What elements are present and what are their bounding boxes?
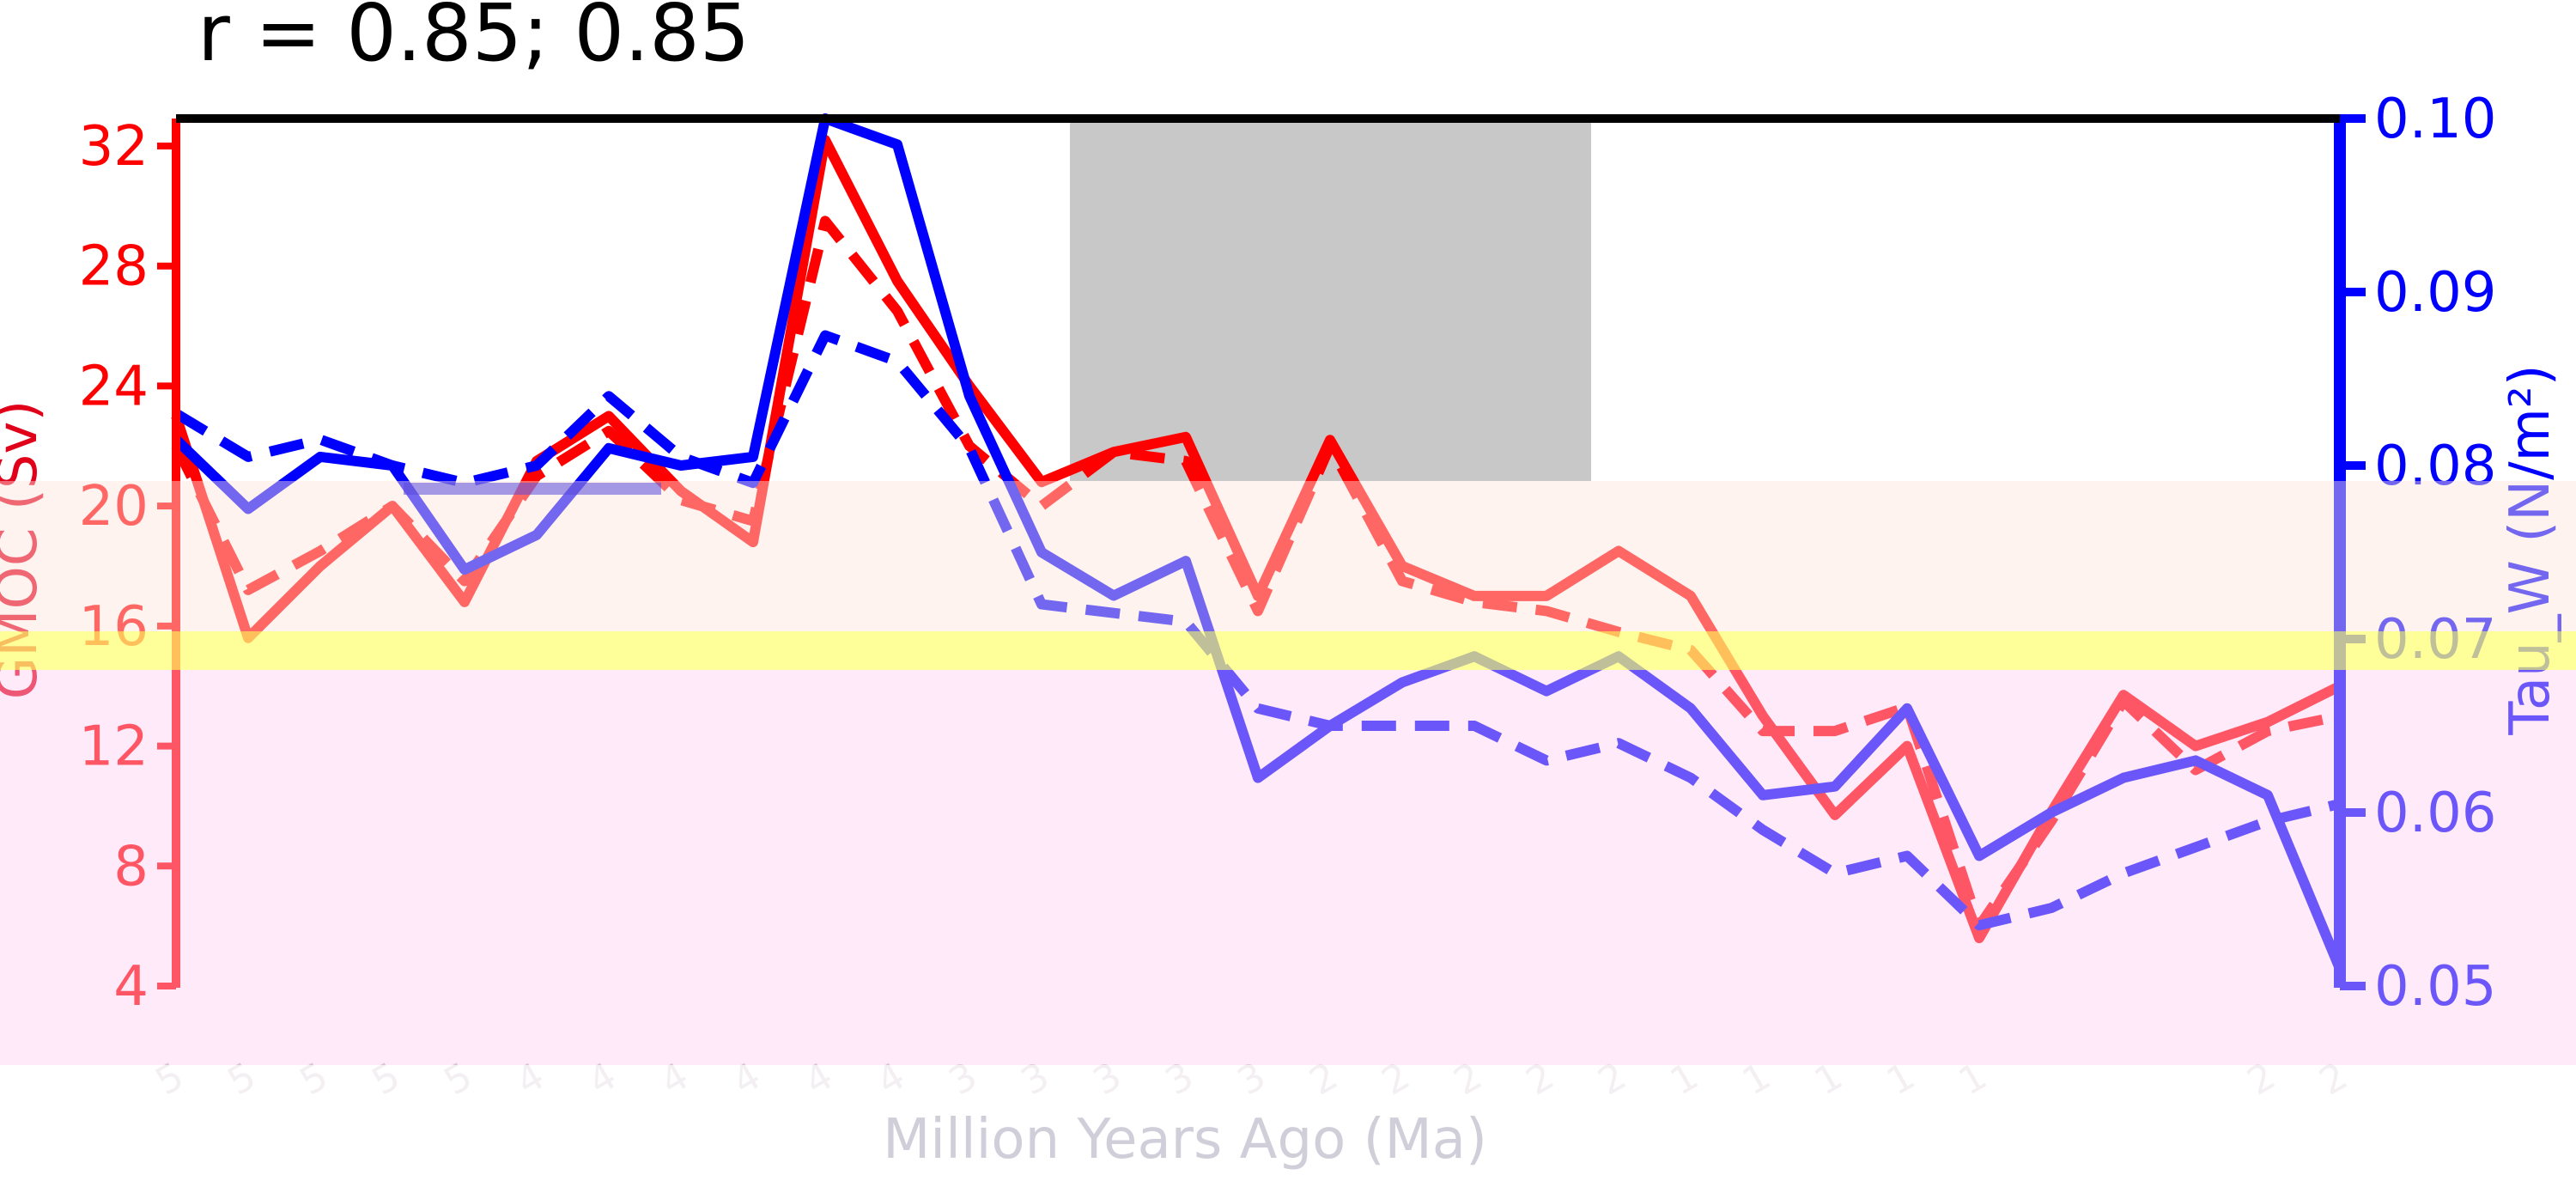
x-axis-tick-label: 2	[2240, 1054, 2283, 1104]
right-axis-tick-label: 0.09	[2374, 261, 2497, 325]
x-axis-tick-label: 4	[581, 1054, 624, 1104]
x-axis-tick-label: 1	[1952, 1054, 1995, 1104]
series-line-tauw-solid	[172, 113, 2345, 971]
right-axis-tick-label: 0.10	[2374, 88, 2497, 151]
x-axis-tick-label: 1	[1807, 1054, 1850, 1104]
x-axis-tick-label: 1	[1663, 1054, 1706, 1104]
x-axis-tick-label: 5	[437, 1054, 480, 1104]
left-axis-label: GMOC (Sv)	[0, 400, 50, 700]
x-axis-tick-label: 1	[1880, 1054, 1923, 1104]
left-axis-tick-label: 32	[79, 115, 149, 179]
left-axis-tick-label: 8	[113, 835, 149, 898]
x-axis-tick-label: 3	[1086, 1054, 1129, 1104]
x-axis-tick-label: 2	[1303, 1054, 1346, 1104]
x-axis-tick-label: 4	[653, 1054, 696, 1104]
left-axis-tick-label: 28	[79, 235, 149, 299]
x-axis-tick-label: 2	[1519, 1054, 1562, 1104]
left-axis-tick-label: 20	[79, 475, 149, 539]
right-axis-tick-label: 0.06	[2374, 782, 2497, 845]
x-axis-tick-label: 4	[509, 1054, 552, 1104]
x-axis-tick-label: 2	[2312, 1054, 2355, 1104]
x-axis-tick-label: 4	[870, 1054, 913, 1104]
x-axis-tick-label: 4	[798, 1054, 841, 1104]
chart-title: r = 0.85; 0.85	[197, 0, 750, 79]
series-layer	[171, 113, 2345, 971]
right-axis-tick-label: 0.08	[2374, 435, 2497, 498]
series-line-tauw-dashed	[173, 330, 2342, 931]
x-axis-tick-label: 3	[942, 1054, 985, 1104]
x-axis-tick-label: 5	[149, 1054, 191, 1104]
x-axis-tick-label: 4	[726, 1054, 769, 1104]
x-axis-label: Million Years Ago (Ma)	[883, 1108, 1487, 1172]
x-axis-tick-label: 5	[293, 1054, 336, 1104]
left-axis-tick-label: 4	[113, 955, 149, 1019]
shaded-interval	[1070, 119, 1591, 481]
x-axis-tick-label: 5	[365, 1054, 408, 1104]
right-axis-tick-label: 0.05	[2374, 955, 2497, 1019]
right-axis-tick-label: 0.07	[2374, 608, 2497, 672]
left-axis-tick-label: 24	[79, 355, 149, 418]
x-axis-tick-label: 5	[221, 1054, 264, 1104]
x-axis-tick-label: 2	[1447, 1054, 1490, 1104]
x-axis-tick-label: 1	[1735, 1054, 1778, 1104]
x-axis-tick-label: 3	[1158, 1054, 1201, 1104]
right-y-axis: 0.05 0.06 0.07 0.08 0.09 0.10	[2334, 88, 2497, 1019]
x-axis-tick-label: 3	[1230, 1054, 1273, 1104]
x-axis-tick-label: 2	[1591, 1054, 1634, 1104]
x-axis-tick-label: 2	[1375, 1054, 1418, 1104]
left-y-axis: 4 8 12 16 20 24 28 32	[79, 115, 180, 1019]
left-axis-tick-label: 16	[79, 595, 149, 659]
left-axis-tick-label: 12	[79, 715, 149, 779]
x-axis-tick-label: 3	[1014, 1054, 1057, 1104]
right-axis-label: Tau_W (N/m²)	[2499, 364, 2562, 735]
